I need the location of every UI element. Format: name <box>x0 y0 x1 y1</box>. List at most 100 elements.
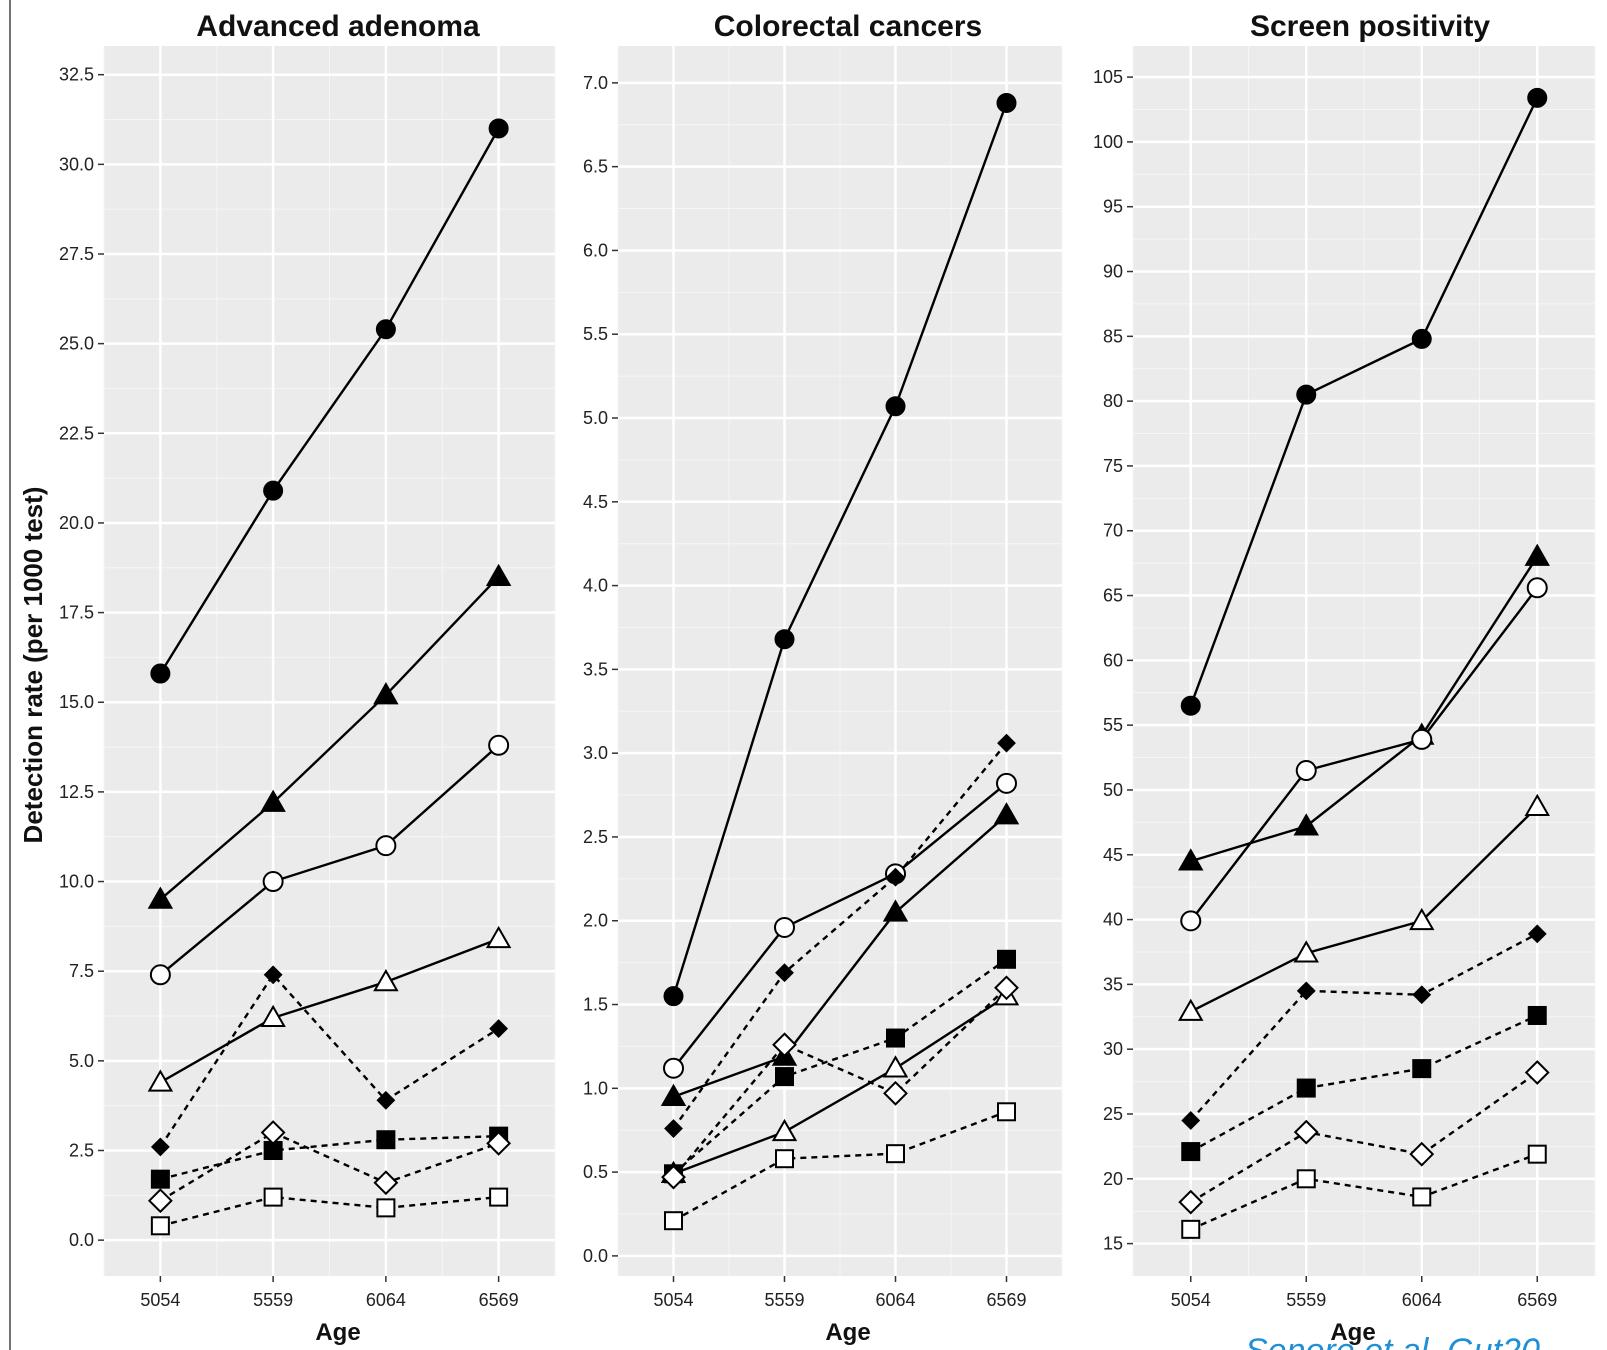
data-point-open-triangle <box>882 1055 909 1078</box>
y-tick-label: 35 <box>1103 974 1123 994</box>
y-tick-label: 2.5 <box>583 827 608 847</box>
data-point-open-square <box>263 1187 283 1207</box>
x-tick-label: 6569 <box>1517 1290 1557 1310</box>
y-tick-label: 80 <box>1103 391 1123 411</box>
x-axis-title: Age <box>315 1319 360 1346</box>
data-point-open-diamond <box>486 1130 512 1156</box>
series-line-filled-circle <box>159 127 500 675</box>
data-point-filled-circle <box>774 629 795 650</box>
data-point-filled-circle <box>150 663 171 684</box>
data-point-filled-triangle <box>373 682 399 705</box>
y-tick-label: 2.0 <box>583 911 608 931</box>
data-point-filled-circle <box>1527 87 1548 108</box>
data-point-filled-triangle <box>485 563 512 586</box>
data-point-open-square <box>1181 1219 1201 1239</box>
x-axis-title: Age <box>1330 1319 1375 1346</box>
data-point-filled-circle <box>1411 328 1432 349</box>
panel-colorectal-cancers: 0.0 0.5 1.0 1.5 2.0 2.5 3.0 3.5 4.0 4.5 5.0 5.5 6.0 6… <box>583 10 1063 1346</box>
data-point-open-circle <box>996 772 1017 794</box>
series-line-filled-triangle <box>159 575 500 901</box>
series-line-open-triangle <box>159 937 500 1084</box>
y-tick-label: 5.0 <box>583 408 608 428</box>
x-tick-label: 5054 <box>140 1290 180 1310</box>
y-tick-label: 0.0 <box>583 1246 608 1266</box>
y-tick-label: 3.5 <box>583 659 608 679</box>
data-point-open-square <box>997 1102 1016 1122</box>
data-point-open-diamond <box>260 1120 286 1145</box>
y-tick-label: 20.0 <box>59 513 94 533</box>
y-tick-label: 6.0 <box>583 240 608 260</box>
data-point-filled-triangle <box>660 1083 687 1106</box>
y-tick-label: 10.0 <box>59 872 94 892</box>
y-tick-label: 15 <box>1103 1234 1123 1254</box>
y-tick-label: 4.0 <box>583 576 608 596</box>
data-point-filled-diamond <box>1527 924 1547 944</box>
series-line-filled-circle <box>672 102 1008 997</box>
y-tick-label: 22.5 <box>59 423 94 443</box>
y-tick-label: 70 <box>1103 521 1123 541</box>
y-tick-label: 1.0 <box>583 1078 608 1098</box>
series-line-filled-square <box>1190 1014 1538 1153</box>
series-line-filled-triangle <box>673 814 1008 1098</box>
data-point-open-triangle <box>485 925 512 949</box>
y-tick-label: 15.0 <box>59 692 94 712</box>
series-line-open-square <box>160 1195 499 1227</box>
data-point-open-circle <box>262 871 284 893</box>
data-point-open-triangle <box>1293 940 1319 963</box>
data-point-filled-diamond <box>1296 981 1316 1001</box>
data-point-open-circle <box>1411 728 1433 750</box>
x-tick-label: 5559 <box>764 1290 804 1310</box>
data-point-filled-square <box>997 949 1016 969</box>
x-tick-label: 6064 <box>875 1290 915 1310</box>
y-tick-label: 105 <box>1093 67 1123 87</box>
data-point-filled-square <box>1412 1059 1432 1079</box>
data-point-open-triangle <box>373 968 399 992</box>
y-tick-label: 65 <box>1103 586 1123 606</box>
data-point-open-square <box>150 1216 170 1236</box>
y-tick-label: 7.5 <box>69 961 94 981</box>
series-line-open-triangle <box>673 995 1008 1175</box>
data-point-open-square <box>489 1187 509 1207</box>
y-tick-label: 2.5 <box>69 1140 94 1160</box>
data-point-open-square <box>1527 1144 1547 1164</box>
y-tick-label: 60 <box>1103 650 1123 670</box>
series-line-open-circle <box>672 782 1008 1069</box>
x-tick-label: 5054 <box>1171 1290 1211 1310</box>
data-point-filled-square <box>1181 1142 1201 1162</box>
series-line-filled-diamond <box>672 742 1008 1130</box>
data-point-filled-square <box>150 1169 170 1189</box>
series-line-filled-square <box>160 1134 499 1181</box>
y-tick-label: 6.5 <box>583 157 608 177</box>
data-point-open-circle <box>1295 760 1317 782</box>
panel-title: Colorectal cancers <box>714 10 982 43</box>
y-tick-label: 40 <box>1103 910 1123 930</box>
series-line-filled-square <box>672 958 1008 1175</box>
y-tick-label: 20 <box>1103 1169 1123 1189</box>
x-tick-label: 5559 <box>1286 1290 1326 1310</box>
data-point-filled-triangle <box>993 802 1020 825</box>
y-tick-label: 7.0 <box>583 73 608 93</box>
data-point-filled-circle <box>1180 695 1201 716</box>
series-line-open-diamond <box>1190 1071 1538 1204</box>
data-point-open-diamond <box>772 1032 797 1058</box>
data-point-open-triangle <box>1178 998 1204 1021</box>
data-point-open-diamond <box>147 1188 173 1214</box>
data-point-filled-triangle <box>1293 813 1319 836</box>
y-tick-label: 30 <box>1103 1039 1123 1059</box>
data-point-open-triangle <box>771 1118 798 1142</box>
data-point-filled-square <box>1296 1078 1316 1098</box>
citation: Senore et al. Gut20 <box>1245 1332 1540 1350</box>
series-line-filled-diamond <box>159 972 500 1148</box>
data-point-open-circle <box>1526 577 1548 599</box>
y-tick-label: 100 <box>1093 132 1123 152</box>
y-tick-label: 5.0 <box>69 1051 94 1071</box>
data-point-filled-diamond <box>376 1090 396 1110</box>
series-line-open-square <box>672 1110 1007 1222</box>
x-tick-label: 6569 <box>986 1290 1026 1310</box>
data-point-filled-diamond <box>263 965 283 985</box>
data-point-filled-circle <box>263 480 284 501</box>
data-point-open-circle <box>774 916 795 938</box>
data-point-open-circle <box>149 964 171 986</box>
y-tick-label: 32.5 <box>59 65 94 85</box>
y-tick-label: 27.5 <box>59 244 94 264</box>
